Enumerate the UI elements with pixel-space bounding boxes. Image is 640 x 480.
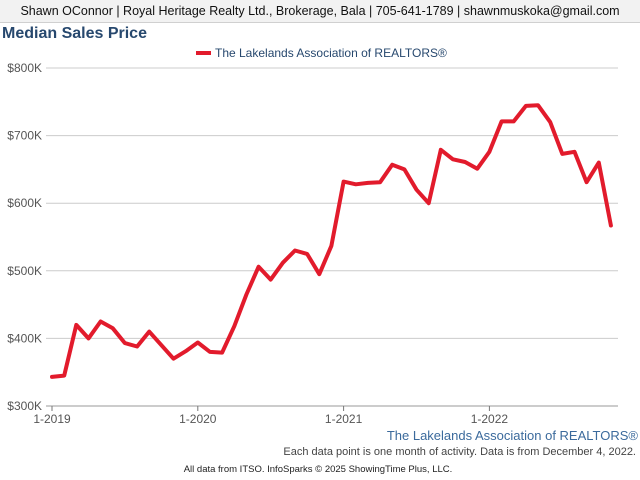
data-point (378, 181, 382, 184)
x-tick-label: 1-2021 (325, 412, 363, 426)
footer-copyright: All data from ITSO. InfoSparks © 2025 Sh… (184, 464, 453, 475)
x-tick-label: 1-2020 (179, 412, 217, 426)
x-tick-label: 1-2019 (33, 412, 71, 426)
data-point (500, 120, 503, 123)
data-point (305, 252, 309, 256)
data-point (208, 350, 212, 354)
data-point (111, 327, 114, 330)
data-point (536, 103, 540, 107)
data-point (50, 375, 54, 379)
legend: The Lakelands Association of REALTORS® (196, 46, 447, 60)
data-point (62, 374, 66, 377)
data-point (439, 148, 442, 151)
data-point (233, 325, 236, 328)
data-point (366, 181, 370, 185)
data-point (391, 163, 394, 166)
y-tick-label: $800K (7, 61, 42, 75)
data-point (585, 181, 588, 184)
data-point (245, 293, 248, 296)
data-point (75, 323, 78, 327)
data-point (463, 160, 467, 164)
y-tick-label: $500K (7, 264, 42, 278)
data-point (172, 357, 175, 360)
x-axis: 1-2019 1-2020 1-2021 1-2022 (33, 406, 508, 426)
data-point (123, 341, 127, 345)
data-point (342, 180, 345, 183)
data-point (160, 343, 163, 347)
y-tick-label: $600K (7, 196, 42, 210)
data-point (135, 345, 139, 348)
data-point (488, 150, 491, 154)
data-point (609, 224, 613, 227)
data-point (281, 261, 285, 264)
data-point (220, 351, 224, 354)
y-axis: $300K $400K $500K $600K $700K $800K (7, 61, 42, 413)
data-point (87, 337, 90, 340)
data-point (99, 320, 102, 323)
data-points (50, 103, 613, 379)
data-point (512, 120, 515, 123)
data-point (427, 202, 430, 205)
y-tick-label: $400K (7, 331, 42, 345)
data-point (184, 350, 187, 353)
x-tick-label: 1-2022 (471, 412, 509, 426)
data-point (330, 244, 333, 247)
agent-header: Shawn OConnor | Royal Heritage Realty Lt… (0, 0, 640, 23)
data-point (196, 341, 199, 344)
y-tick-label: $300K (7, 399, 42, 413)
data-point (573, 150, 576, 154)
series-line-lakelands (50, 103, 613, 379)
data-point (597, 161, 600, 164)
data-point (561, 152, 564, 156)
data-point (451, 158, 455, 161)
data-point (354, 183, 357, 186)
footer-source: The Lakelands Association of REALTORS® (387, 428, 639, 443)
data-point (293, 249, 297, 252)
data-point (476, 167, 479, 170)
data-point (318, 272, 321, 276)
data-point (415, 188, 418, 191)
data-point (524, 104, 528, 108)
data-point (148, 330, 151, 333)
legend-label: The Lakelands Association of REALTORS® (215, 46, 447, 60)
data-point (403, 168, 406, 171)
chart-title: Median Sales Price (2, 25, 147, 42)
data-point (548, 120, 552, 124)
data-point (257, 265, 260, 268)
data-point (269, 278, 272, 281)
footer-note: Each data point is one month of activity… (283, 446, 636, 458)
y-tick-label: $700K (7, 129, 42, 143)
